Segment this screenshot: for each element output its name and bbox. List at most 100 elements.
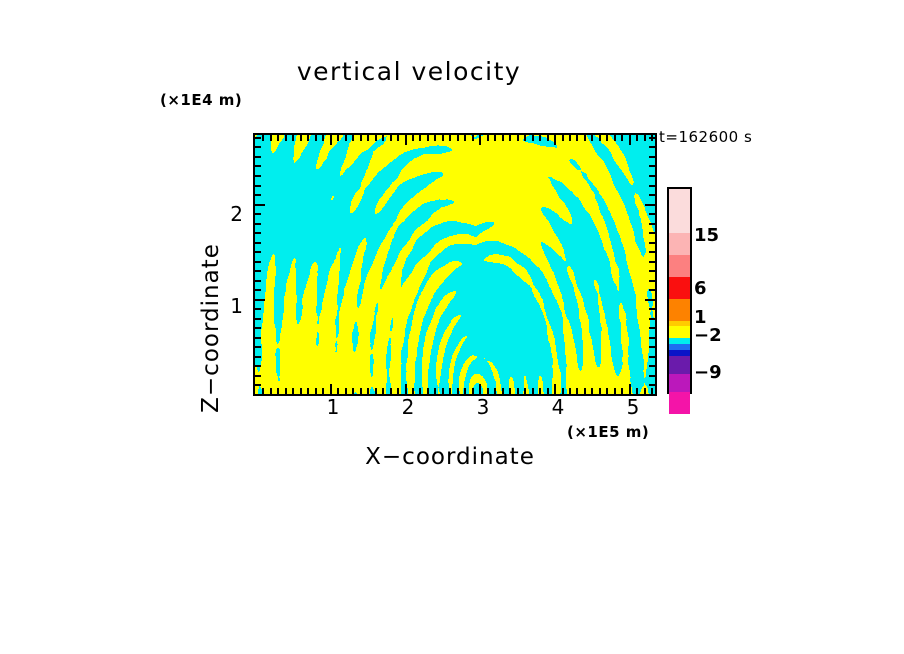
xtick-label-1: 1: [326, 395, 340, 419]
ytick-minor-left-15: [255, 251, 261, 253]
xtick-minor-top-52: [644, 135, 646, 141]
ytick-minor-right-8: [649, 318, 655, 320]
xtick-minor-top-49: [621, 135, 623, 141]
ytick-minor-right-6: [649, 337, 655, 339]
xtick-minor-top-38: [539, 135, 541, 141]
xtick-minor-top-9: [322, 135, 324, 141]
xtick-minor-bottom-40: [554, 384, 556, 394]
xtick-minor-bottom-32: [494, 388, 496, 394]
xtick-minor-bottom-11: [337, 388, 339, 394]
ytick-minor-right-26: [649, 146, 655, 148]
xtick-minor-top-30: [479, 135, 481, 145]
xtick-minor-top-14: [360, 135, 362, 141]
ytick-minor-left-22: [255, 185, 261, 187]
xtick-minor-bottom-12: [345, 388, 347, 394]
xtick-minor-top-22: [419, 135, 421, 141]
xtick-minor-top-41: [562, 135, 564, 141]
xtick-minor-bottom-6: [300, 388, 302, 394]
xtick-minor-top-25: [442, 135, 444, 141]
xtick-minor-top-10: [330, 135, 332, 145]
xtick-minor-bottom-19: [397, 388, 399, 394]
ytick-minor-right-24: [649, 165, 655, 167]
xtick-minor-bottom-27: [457, 388, 459, 394]
xtick-minor-bottom-34: [509, 388, 511, 394]
x-axis-unit-label: (×1E5 m): [567, 423, 650, 441]
colorbar-band-7: [669, 332, 690, 338]
ytick-minor-right-12: [649, 280, 655, 282]
xtick-minor-top-39: [547, 135, 549, 141]
xtick-minor-bottom-44: [584, 388, 586, 394]
ytick-minor-right-27: [649, 137, 655, 139]
xtick-minor-bottom-17: [382, 388, 384, 394]
ytick-minor-left-27: [255, 137, 261, 139]
xtick-label-2: 2: [401, 395, 415, 419]
xtick-minor-bottom-2: [270, 388, 272, 394]
xtick-minor-top-47: [606, 135, 608, 141]
xtick-minor-top-4: [285, 135, 287, 141]
ytick-minor-left-3: [255, 365, 261, 367]
xtick-minor-bottom-14: [360, 388, 362, 394]
ytick-minor-right-14: [649, 261, 655, 263]
xtick-minor-bottom-45: [591, 388, 593, 394]
xtick-minor-top-17: [382, 135, 384, 141]
ytick-minor-right-15: [649, 251, 655, 253]
ytick-minor-right-17: [649, 232, 655, 234]
xtick-minor-bottom-49: [621, 388, 623, 394]
xtick-minor-top-43: [576, 135, 578, 141]
xtick-minor-top-6: [300, 135, 302, 141]
colorbar-band-10: [669, 350, 690, 356]
xtick-minor-top-16: [375, 135, 377, 141]
xtick-minor-top-18: [390, 135, 392, 141]
page-title-text: vertical velocity: [296, 57, 522, 86]
xtick-minor-top-29: [472, 135, 474, 141]
xtick-minor-bottom-38: [539, 388, 541, 394]
xtick-minor-bottom-39: [547, 388, 549, 394]
ytick-minor-left-10: [255, 299, 265, 301]
ytick-minor-left-16: [255, 242, 261, 244]
ytick-minor-left-1: [255, 384, 261, 386]
colorbar-band-12: [669, 374, 690, 392]
ytick-minor-left-7: [255, 327, 261, 329]
xtick-minor-top-35: [517, 135, 519, 141]
ytick-minor-right-3: [649, 365, 655, 367]
xtick-minor-top-15: [367, 135, 369, 141]
xtick-label-3: 3: [476, 395, 490, 419]
xtick-minor-bottom-10: [330, 384, 332, 394]
ytick-minor-right-19: [649, 213, 655, 215]
xtick-minor-top-21: [412, 135, 414, 141]
xtick-minor-top-33: [502, 135, 504, 141]
x-axis-label-text: X−coordinate: [365, 444, 535, 470]
ytick-minor-left-13: [255, 270, 261, 272]
xtick-minor-bottom-46: [599, 388, 601, 394]
ytick-minor-right-2: [649, 375, 655, 377]
xtick-minor-top-42: [569, 135, 571, 141]
ytick-minor-right-18: [649, 223, 655, 225]
x-axis-label: X−coordinate: [0, 444, 904, 470]
colorbar-band-13: [669, 392, 690, 414]
xtick-minor-bottom-52: [644, 388, 646, 394]
xtick-minor-bottom-28: [464, 388, 466, 394]
ytick-minor-right-20: [645, 204, 655, 206]
xtick-minor-top-45: [591, 135, 593, 141]
xtick-minor-bottom-35: [517, 388, 519, 394]
xtick-minor-bottom-30: [479, 384, 481, 394]
ytick-minor-right-22: [649, 185, 655, 187]
xtick-minor-bottom-29: [472, 388, 474, 394]
ytick-minor-right-16: [649, 242, 655, 244]
colorbar-label-4: −9: [694, 362, 722, 383]
xtick-minor-bottom-48: [614, 388, 616, 394]
xtick-minor-top-24: [434, 135, 436, 141]
xtick-minor-top-23: [427, 135, 429, 141]
xtick-minor-bottom-24: [434, 388, 436, 394]
xtick-minor-top-37: [532, 135, 534, 141]
colorbar-band-4: [669, 299, 690, 321]
ytick-label-1: 1: [230, 294, 243, 318]
y-axis-label-text: Z−coordinate: [198, 243, 224, 413]
xtick-label-5: 5: [626, 395, 640, 419]
ytick-minor-right-13: [649, 270, 655, 272]
ytick-minor-left-26: [255, 146, 261, 148]
ytick-minor-left-11: [255, 289, 261, 291]
xtick-minor-top-20: [405, 135, 407, 145]
xtick-minor-bottom-43: [576, 388, 578, 394]
xtick-minor-top-32: [494, 135, 496, 141]
